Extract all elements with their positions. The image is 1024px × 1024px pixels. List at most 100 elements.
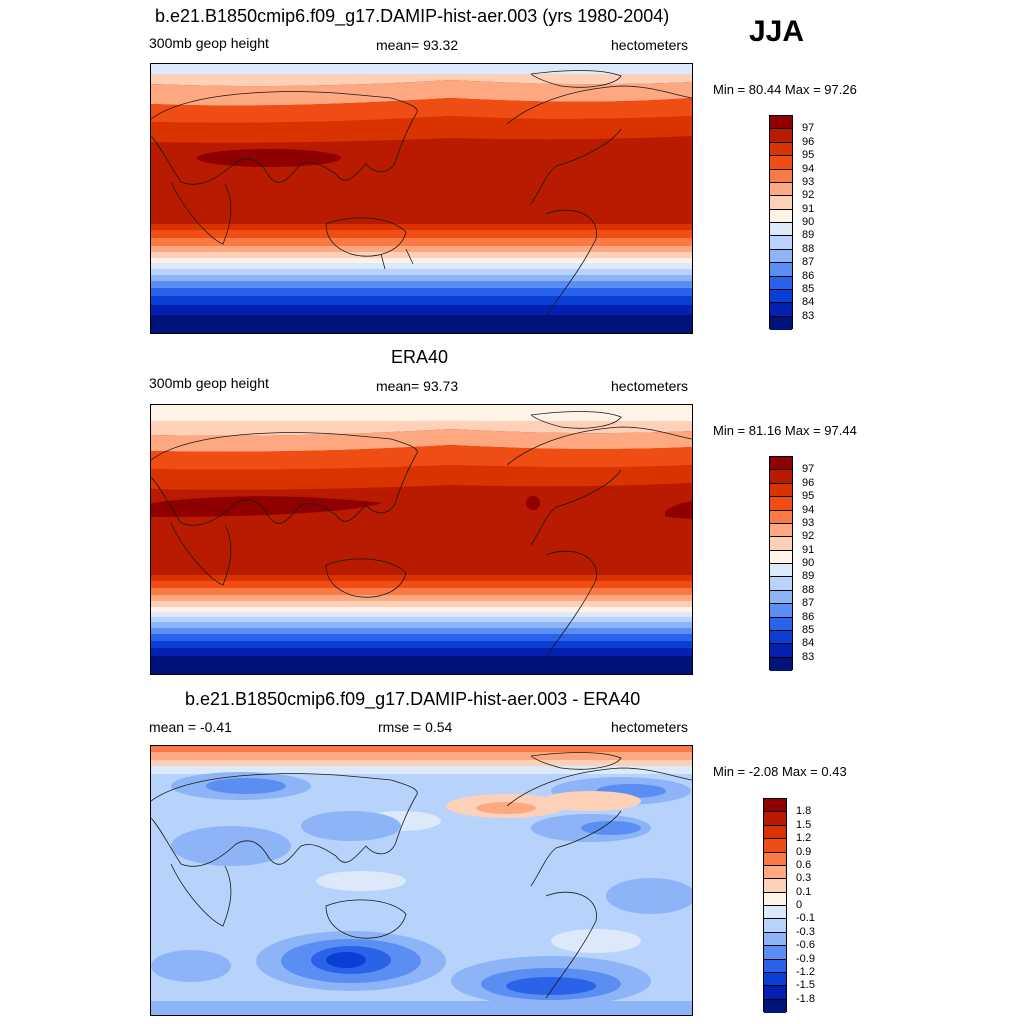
colorbar-swatch bbox=[770, 276, 792, 290]
colorbar-tick-label: 91 bbox=[802, 543, 815, 556]
panel-2-left-label: 300mb geop height bbox=[149, 375, 269, 391]
colorbar-tick-label: -1.5 bbox=[796, 979, 815, 992]
colorbar-swatch bbox=[770, 169, 792, 183]
panel-2-units-label: hectometers bbox=[611, 378, 689, 394]
colorbar-tick-label: -1.8 bbox=[796, 992, 815, 1005]
colorbar-swatch bbox=[764, 839, 786, 853]
colorbar-tick-label: 93 bbox=[802, 175, 815, 188]
panel-1-units-label: hectometers bbox=[611, 37, 689, 53]
colorbar-swatch bbox=[770, 497, 792, 511]
colorbar-tick-label: 92 bbox=[802, 530, 815, 543]
colorbar-swatch bbox=[770, 483, 792, 498]
colorbar-tick-label: 0.6 bbox=[796, 858, 812, 871]
colorbar-tick-label: 85 bbox=[802, 282, 815, 295]
colorbar-tick-label: 1.5 bbox=[796, 818, 812, 831]
colorbar-tick-label: 84 bbox=[802, 637, 815, 650]
colorbar-swatch bbox=[770, 510, 792, 524]
colorbar-swatch bbox=[770, 129, 792, 143]
colorbar-swatch bbox=[770, 564, 792, 578]
colorbar-swatch bbox=[770, 604, 792, 618]
colorbar-tick-label: 88 bbox=[802, 583, 815, 596]
colorbar-swatch bbox=[764, 865, 786, 880]
colorbar-tick-label: -0.1 bbox=[796, 912, 815, 925]
colorbar-swatch bbox=[770, 209, 792, 223]
colorbar-tick-label: 1.2 bbox=[796, 832, 812, 845]
colorbar-swatch bbox=[764, 972, 786, 987]
panel-3-units-label: hectometers bbox=[611, 719, 689, 735]
season-label: JJA bbox=[749, 15, 805, 48]
colorbar-tick-label: 87 bbox=[802, 256, 815, 269]
panel-3-minmax: Min = -2.08 Max = 0.43 bbox=[713, 764, 847, 779]
colorbar-swatch bbox=[770, 236, 792, 250]
colorbar-tick-label: 0.3 bbox=[796, 872, 812, 885]
colorbar-swatch bbox=[770, 316, 792, 330]
colorbar-swatch bbox=[770, 644, 792, 658]
panel-3-map bbox=[150, 745, 693, 1016]
colorbar-swatch bbox=[764, 825, 786, 840]
colorbar-swatch bbox=[770, 537, 792, 551]
colorbar-tick-label: 97 bbox=[802, 463, 815, 476]
colorbar-tick-label: 90 bbox=[802, 557, 815, 569]
colorbar-tick-label: 91 bbox=[802, 202, 815, 215]
colorbar-tick-label: 89 bbox=[802, 229, 815, 242]
colorbar-swatch bbox=[764, 919, 786, 933]
colorbar-swatch bbox=[770, 156, 792, 170]
colorbar-tick-label: 96 bbox=[802, 476, 815, 489]
panel-1-mean-label: mean= 93.32 bbox=[376, 37, 459, 53]
colorbar-tick-label: 85 bbox=[802, 623, 815, 636]
colorbar-tick-label: 90 bbox=[802, 216, 815, 228]
colorbar-swatch bbox=[764, 932, 786, 947]
colorbar-swatch bbox=[770, 617, 792, 631]
panel-1-left-label: 300mb geop height bbox=[149, 35, 269, 51]
colorbar-swatch bbox=[770, 657, 792, 671]
panel-1-colorbar: 97 96 95 94 93 92 91 90 89 88 87 86 85 84 83 bbox=[769, 115, 814, 330]
colorbar-tick-label: 96 bbox=[802, 135, 815, 148]
colorbar-swatch bbox=[770, 116, 792, 130]
colorbar-swatch bbox=[770, 590, 792, 605]
colorbar-tick-label: 95 bbox=[802, 490, 815, 503]
colorbar-swatch bbox=[770, 289, 792, 304]
panel-3-colorbar: 1.8 1.5 1.2 0.9 0.6 0.3 0.1 0 -0.1 -0.3 -0.6 -0.9 -1… bbox=[763, 798, 815, 1013]
colorbar-swatch bbox=[770, 303, 792, 317]
panel-3-mean-label: mean = -0.41 bbox=[149, 719, 232, 735]
colorbar-tick-label: 97 bbox=[802, 122, 815, 135]
colorbar-swatch bbox=[770, 142, 792, 157]
colorbar-tick-label: 86 bbox=[802, 269, 815, 282]
colorbar-tick-label: 95 bbox=[802, 149, 815, 162]
colorbar-swatch bbox=[770, 523, 792, 538]
colorbar-tick-label: 0.9 bbox=[796, 845, 812, 858]
colorbar-swatches bbox=[763, 798, 787, 1013]
colorbar-swatch bbox=[770, 249, 792, 264]
colorbar-tick-label: -0.6 bbox=[796, 939, 815, 952]
colorbar-tick-label: 83 bbox=[802, 309, 815, 322]
colorbar-swatch bbox=[770, 182, 792, 197]
panel-2-mean-label: mean= 93.73 bbox=[376, 378, 459, 394]
colorbar-swatch bbox=[770, 550, 792, 564]
colorbar-swatch bbox=[770, 470, 792, 484]
colorbar-swatch bbox=[770, 223, 792, 237]
colorbar-tick-label: 83 bbox=[802, 650, 815, 663]
colorbar-swatch bbox=[770, 457, 792, 471]
panel-1-title: b.e21.B1850cmip6.f09_g17.DAMIP-hist-aer.… bbox=[155, 6, 670, 26]
panel-2-map bbox=[150, 404, 693, 675]
colorbar-swatch bbox=[764, 799, 786, 813]
colorbar-tick-label: 94 bbox=[802, 503, 815, 516]
colorbar-tick-label: 0 bbox=[796, 899, 803, 911]
panel-2-colorbar: 97 96 95 94 93 92 91 90 89 88 87 86 85 84 83 bbox=[769, 456, 814, 671]
colorbar-swatch bbox=[764, 852, 786, 866]
colorbar-tick-label: -0.3 bbox=[796, 925, 815, 938]
colorbar-swatches bbox=[769, 115, 793, 330]
colorbar-tick-label: 87 bbox=[802, 597, 815, 610]
colorbar-tick-label: 94 bbox=[802, 162, 815, 175]
panel-3-rmse-label: rmse = 0.54 bbox=[378, 719, 453, 735]
colorbar-swatch bbox=[764, 959, 786, 973]
colorbar-swatch bbox=[770, 263, 792, 277]
colorbar-tick-label: 1.8 bbox=[796, 805, 812, 818]
panel-2-minmax: Min = 81.16 Max = 97.44 bbox=[713, 423, 857, 438]
colorbar-tick-label: -0.9 bbox=[796, 952, 815, 965]
colorbar-tick-label: 86 bbox=[802, 610, 815, 623]
colorbar-tick-label: 88 bbox=[802, 242, 815, 255]
colorbar-swatch bbox=[770, 630, 792, 645]
panel-1-minmax: Min = 80.44 Max = 97.26 bbox=[713, 82, 857, 97]
colorbar-swatch bbox=[764, 879, 786, 893]
